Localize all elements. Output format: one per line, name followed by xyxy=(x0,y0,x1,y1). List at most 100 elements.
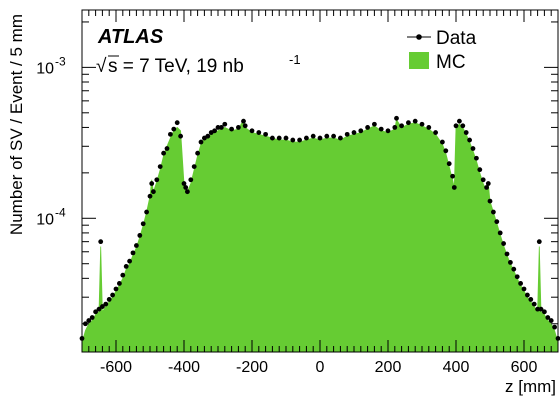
data-point xyxy=(548,318,554,323)
data-point xyxy=(297,137,302,143)
data-point xyxy=(181,181,187,186)
data-point xyxy=(451,185,457,190)
data-point xyxy=(487,198,493,204)
data-point xyxy=(504,251,510,257)
data-point xyxy=(331,133,336,139)
data-point xyxy=(229,126,235,132)
data-point xyxy=(270,135,275,141)
data-point xyxy=(365,125,370,130)
data-point xyxy=(242,123,248,129)
data-point xyxy=(86,318,92,323)
data-point xyxy=(123,263,129,269)
data-point xyxy=(443,148,449,154)
data-point xyxy=(378,126,384,132)
data-point xyxy=(113,286,119,292)
data-points-layer xyxy=(79,115,560,341)
data-point xyxy=(140,221,146,227)
y-tick-labels: 10-410-3 xyxy=(36,54,66,228)
data-point xyxy=(164,146,170,151)
data-point xyxy=(144,209,150,215)
x-axis-title: z [mm] xyxy=(505,377,556,396)
data-point xyxy=(511,266,517,272)
data-point xyxy=(103,301,109,307)
y-axis-title: Number of SV / Event / 5 mm xyxy=(7,14,26,235)
data-point xyxy=(236,125,241,130)
data-point xyxy=(110,292,115,298)
data-point xyxy=(195,150,201,156)
data-point xyxy=(535,306,540,312)
data-point xyxy=(222,121,228,127)
data-point xyxy=(120,272,126,278)
data-point xyxy=(514,274,520,280)
data-point xyxy=(89,315,95,320)
data-point xyxy=(149,181,155,186)
data-point xyxy=(96,306,102,312)
data-point xyxy=(491,209,496,215)
data-point xyxy=(256,130,262,135)
energy-text: s = 7 TeV, 19 nb xyxy=(108,56,244,77)
data-point xyxy=(392,125,398,130)
data-point xyxy=(542,309,547,315)
y-tick-exponent: -3 xyxy=(55,54,66,68)
data-point xyxy=(528,297,534,302)
data-point xyxy=(106,297,112,302)
data-point xyxy=(467,137,472,143)
data-point xyxy=(552,324,557,330)
y-tick-label: 10 xyxy=(36,60,54,77)
x-tick-label: 600 xyxy=(511,359,538,376)
x-tick-label: -600 xyxy=(100,359,132,376)
data-point xyxy=(154,177,160,183)
x-tick-label: 200 xyxy=(375,359,402,376)
data-point xyxy=(412,118,418,124)
data-point xyxy=(134,243,139,248)
data-point xyxy=(453,123,459,129)
data-point xyxy=(304,135,309,141)
data-point xyxy=(249,128,255,134)
data-point xyxy=(433,130,438,135)
data-point xyxy=(174,120,180,126)
y-tick-label: 10 xyxy=(36,211,54,228)
x-tick-label: 0 xyxy=(316,359,325,376)
data-point xyxy=(157,164,163,170)
x-tick-label: -200 xyxy=(236,359,268,376)
data-point xyxy=(151,189,156,195)
data-point xyxy=(183,185,189,190)
data-point xyxy=(310,133,316,139)
data-point xyxy=(338,135,343,141)
data-point xyxy=(372,121,377,127)
legend-mc-swatch xyxy=(409,52,429,69)
data-point xyxy=(494,219,500,225)
data-point xyxy=(426,125,432,130)
data-point xyxy=(130,250,136,256)
data-point xyxy=(198,139,204,145)
mc-histogram-area xyxy=(81,118,559,353)
data-point xyxy=(470,146,476,151)
data-point xyxy=(477,167,483,173)
data-point xyxy=(263,131,268,137)
y-tick-exponent: -4 xyxy=(55,205,66,219)
experiment-label: ATLAS xyxy=(97,26,164,48)
legend-data-label: Data xyxy=(436,28,477,49)
data-point xyxy=(497,230,503,236)
data-point xyxy=(185,189,190,195)
data-point xyxy=(406,120,411,126)
legend-data-marker xyxy=(416,34,422,40)
data-point xyxy=(324,133,330,139)
energy-label: √ s = 7 TeV, 19 nb -1 xyxy=(96,52,301,77)
data-point xyxy=(127,258,132,264)
data-point xyxy=(508,260,513,265)
data-point xyxy=(219,125,224,130)
data-point xyxy=(178,133,184,139)
data-point xyxy=(358,128,364,134)
data-point xyxy=(474,155,479,161)
data-point xyxy=(399,123,404,129)
data-point xyxy=(117,281,122,286)
data-point xyxy=(93,309,98,315)
data-point xyxy=(545,315,551,320)
data-point xyxy=(191,164,197,170)
legend-mc-label: MC xyxy=(436,52,466,73)
x-ticks xyxy=(88,10,552,352)
data-point xyxy=(137,233,143,238)
data-point xyxy=(344,131,350,137)
data-point xyxy=(518,281,523,286)
